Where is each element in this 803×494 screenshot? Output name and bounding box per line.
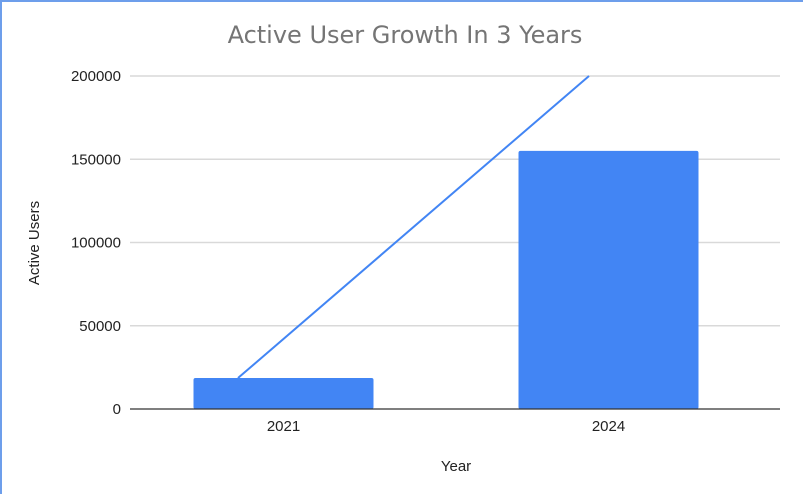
x-tick-label: 2024: [592, 418, 625, 435]
chart-title: Active User Growth In 3 Years: [228, 21, 583, 49]
y-tick-label: 100000: [71, 235, 121, 252]
bar-2021: [193, 378, 374, 409]
y-tick-label: 200000: [71, 68, 121, 85]
trendline: [237, 75, 590, 379]
y-tick-label: 50000: [79, 318, 121, 335]
x-axis-label: Year: [441, 458, 471, 475]
y-axis-label: Active Users: [26, 201, 43, 285]
bar-2024: [518, 150, 699, 410]
y-tick-label: 0: [113, 401, 121, 418]
x-tick-label: 2021: [267, 418, 300, 435]
y-tick-label: 150000: [71, 151, 121, 168]
